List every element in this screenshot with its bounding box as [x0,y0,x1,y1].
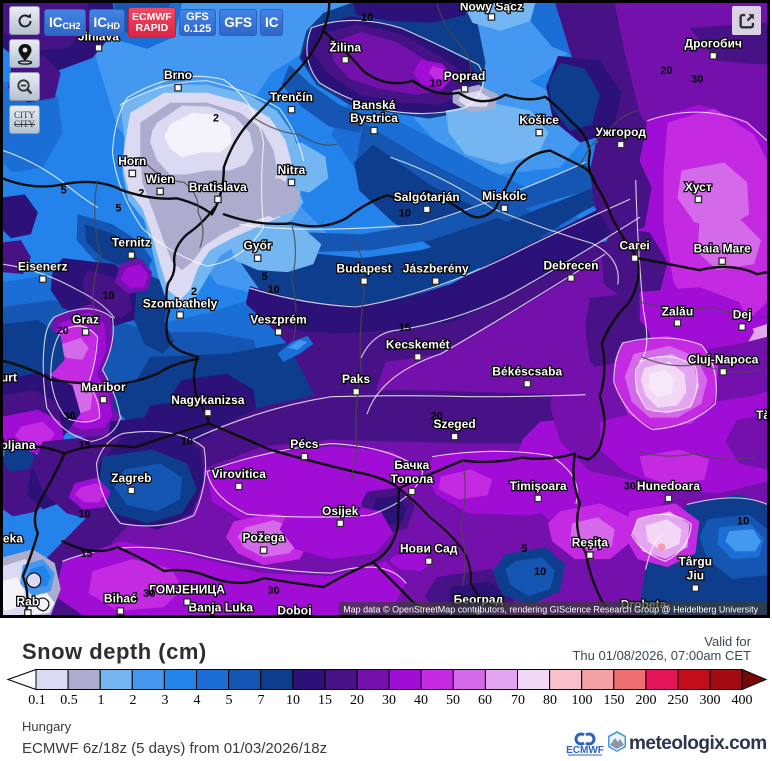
svg-text:15: 15 [78,440,90,452]
svg-text:meteologix.com: meteologix.com [629,733,767,754]
svg-text:5: 5 [262,271,268,283]
svg-text:20: 20 [660,65,672,77]
svg-text:Rab: Rab [16,595,39,609]
svg-text:Нови Сад: Нови Сад [400,542,458,556]
svg-text:Nitra: Nitra [278,163,306,177]
svg-text:5: 5 [61,184,67,196]
svg-text:30: 30 [268,585,280,597]
svg-text:Banja Luka: Banja Luka [189,601,254,615]
svg-text:Bratislava: Bratislava [189,180,247,194]
svg-text:Wien: Wien [146,172,175,186]
svg-text:Osijek: Osijek [322,504,359,518]
svg-text:ГОМЈЕНИЦА: ГОМЈЕНИЦА [149,583,225,597]
svg-text:Debrecen: Debrecen [543,259,598,273]
svg-text:Ljubljana: Ljubljana [3,438,36,452]
svg-text:10: 10 [361,12,373,24]
svg-text:Veszprém: Veszprém [250,312,306,326]
svg-text:Budapest: Budapest [337,262,392,276]
svg-text:Nowy Sącz: Nowy Sącz [460,3,523,13]
svg-text:Győr: Győr [244,239,272,253]
svg-text:Virovitica: Virovitica [212,467,267,481]
svg-text:20: 20 [57,325,69,337]
svg-text:Ужгород: Ужгород [596,125,647,139]
svg-text:15: 15 [399,322,411,334]
svg-text:Košice: Košice [519,113,559,127]
svg-text:ECMWF: ECMWF [566,745,604,756]
svg-text:Doboj: Doboj [277,603,311,615]
svg-text:Zagreb: Zagreb [111,471,151,485]
svg-text:Graz: Graz [72,312,99,326]
svg-text:2: 2 [213,113,219,125]
svg-text:30: 30 [624,480,636,492]
svg-text:Bystrica: Bystrica [350,111,398,125]
svg-text:Топола: Топола [390,472,433,486]
svg-text:Maribor: Maribor [81,380,126,394]
svg-text:Zalău: Zalău [662,304,694,318]
svg-text:Eisenerz: Eisenerz [18,260,68,274]
svg-text:15: 15 [80,548,92,560]
svg-text:2: 2 [191,286,197,298]
svg-text:Timişoara: Timişoara [510,479,567,493]
svg-text:Bihać: Bihać [104,592,137,606]
svg-text:Reşiţa: Reşiţa [572,536,609,550]
svg-text:Miskolc: Miskolc [482,189,527,203]
svg-text:Banská: Banská [353,98,396,112]
svg-text:Tă: Tă [756,408,767,422]
svg-text:furt: furt [3,370,17,384]
svg-text:Požega: Požega [242,531,285,545]
svg-text:Hunedoara: Hunedoara [637,479,700,493]
svg-text:10: 10 [181,436,193,448]
svg-text:Nagykanizsa: Nagykanizsa [171,393,245,407]
svg-text:10: 10 [737,515,749,527]
svg-text:Brno: Brno [164,68,192,82]
svg-text:Carei: Carei [620,239,650,253]
svg-text:2: 2 [138,187,144,199]
svg-text:30: 30 [143,588,155,600]
svg-text:Дрогобич: Дрогобич [684,36,742,50]
svg-text:Dej: Dej [733,307,752,321]
svg-text:Бачка: Бачка [394,458,429,472]
svg-text:Хуст: Хуст [685,180,712,194]
svg-text:Paks: Paks [342,372,371,386]
svg-text:Žilina: Žilina [329,39,361,54]
svg-text:10: 10 [102,290,114,302]
svg-text:30: 30 [691,74,703,86]
svg-text:10: 10 [268,284,280,296]
svg-text:10: 10 [534,566,546,578]
svg-text:10: 10 [399,207,411,219]
svg-text:Szeged: Szeged [433,417,475,431]
svg-text:Târgu: Târgu [679,555,713,569]
svg-text:eka: eka [3,532,23,546]
svg-text:Trenčín: Trenčín [270,90,313,104]
svg-text:Poprad: Poprad [444,69,486,83]
svg-text:Map data © OpenStreetMap contr: Map data © OpenStreetMap contributors, r… [343,605,758,615]
svg-text:Szombathely: Szombathely [143,296,218,310]
svg-text:Jászberény: Jászberény [403,262,469,276]
svg-text:Salgótarján: Salgótarján [394,190,460,204]
svg-text:30: 30 [64,411,76,423]
svg-text:10: 10 [78,508,90,520]
svg-text:Békéscsaba: Békéscsaba [492,364,562,378]
svg-text:20: 20 [431,411,443,423]
svg-text:Ternitz: Ternitz [112,236,151,250]
svg-text:Horn: Horn [118,154,146,168]
svg-text:Kecskemét: Kecskemét [386,337,450,351]
svg-text:Baia Mare: Baia Mare [694,242,752,256]
svg-text:Pécs: Pécs [290,437,319,451]
svg-text:Jiu: Jiu [687,569,705,583]
svg-text:10: 10 [430,78,442,90]
svg-text:5: 5 [521,543,527,555]
svg-text:5: 5 [115,202,121,214]
svg-text:Cluj-Napoca: Cluj-Napoca [688,352,759,366]
